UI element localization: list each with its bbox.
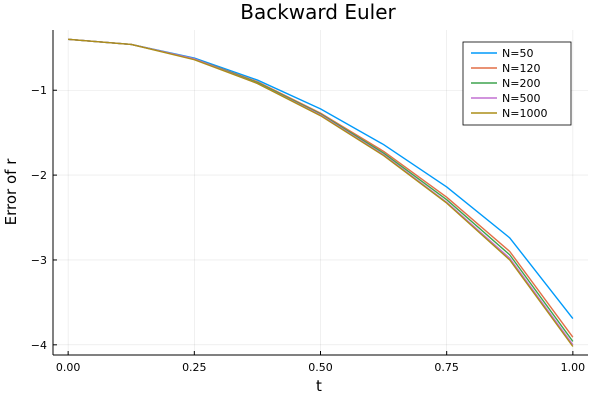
legend-label: N=50 — [502, 47, 533, 60]
legend-label: N=500 — [502, 92, 540, 105]
legend-label: N=1000 — [502, 107, 547, 120]
axes: 0.00 0.25 0.50 0.75 1.00 −1 −2 −3 −4 — [31, 30, 588, 374]
y-tick-label: −3 — [31, 254, 47, 267]
series-line-n-1000 — [68, 38, 574, 347]
x-tick-label: 0.25 — [182, 361, 207, 374]
y-tick-label: −4 — [31, 339, 47, 352]
legend: N=50 N=120 N=200 N=500 N=1000 — [462, 41, 572, 126]
legend-label: N=200 — [502, 77, 540, 90]
x-axis-label: t — [316, 377, 322, 395]
grid — [53, 30, 588, 355]
x-tick-label: 0.00 — [56, 361, 81, 374]
x-tick-label: 0.50 — [308, 361, 333, 374]
x-tick-label: 0.75 — [434, 361, 459, 374]
y-axis-label: Error of r — [2, 158, 20, 226]
legend-label: N=120 — [502, 62, 540, 75]
series-lines — [68, 38, 574, 347]
chart-title: Backward Euler — [240, 0, 396, 24]
y-tick-label: −2 — [31, 169, 47, 182]
y-tick-label: −1 — [31, 84, 47, 97]
x-tick-label: 1.00 — [561, 361, 586, 374]
